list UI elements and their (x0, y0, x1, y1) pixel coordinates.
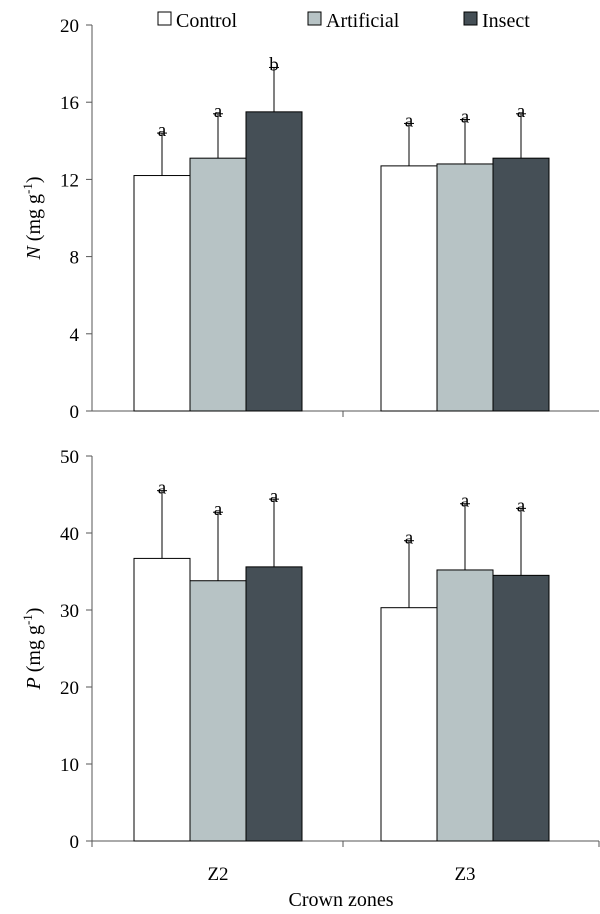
y-axis-title-unit-end: ) (23, 608, 45, 615)
bar-control-z2 (133, 175, 191, 412)
y-tick-label: 0 (70, 402, 80, 423)
significance-letter: a (214, 101, 223, 122)
y-tick-label: 0 (70, 832, 80, 853)
legend-label-control: Control (176, 10, 238, 32)
significance-letter: a (405, 528, 414, 549)
bar-control-z3 (380, 607, 438, 842)
y-tick-label: 16 (60, 93, 79, 114)
bar-artificial-z2 (189, 580, 247, 842)
legend: Control Artificial Insect (157, 10, 530, 32)
significance-letter: a (158, 478, 167, 499)
y-tick-label: 10 (60, 755, 79, 776)
y-axis-title-unit: (mg g (23, 625, 45, 677)
legend-swatch-artificial (307, 11, 322, 26)
y-axis-title-unit-end: ) (23, 176, 45, 183)
x-axis-title: Crown zones (289, 889, 394, 911)
bar-insect-z2 (245, 566, 303, 842)
significance-letter: a (270, 486, 279, 507)
significance-letter: a (214, 499, 223, 520)
bar-artificial-z3 (436, 569, 494, 842)
legend-swatch-insect (463, 11, 478, 26)
bar-insect-z2 (245, 111, 303, 412)
y-tick-label: 8 (70, 248, 80, 269)
legend-swatch-control (157, 11, 172, 26)
bar-artificial-z2 (189, 157, 247, 412)
x-tick-label-z2: Z2 (207, 864, 228, 885)
y-tick-label: 30 (60, 601, 79, 622)
y-axis-title: P (mg g-1) (20, 608, 45, 691)
bar-control-z2 (133, 557, 191, 842)
significance-letter: a (158, 120, 167, 141)
significance-letter: a (517, 101, 526, 122)
p-concentration-panel: 0 10 20 30 40 50 P (mg g-1) Z2 Z3 a a a a a a (20, 447, 600, 885)
bar-control-z3 (380, 165, 438, 412)
y-tick-label: 40 (60, 524, 79, 545)
significance-letter: a (405, 110, 414, 131)
y-axis-title-variable: P (23, 677, 45, 690)
legend-label-artificial: Artificial (326, 10, 400, 32)
y-axis-title-unit: (mg g (23, 194, 45, 246)
significance-letter: a (461, 107, 470, 128)
significance-letter: b (269, 54, 279, 75)
y-tick-label: 4 (70, 325, 80, 346)
y-axis-title-exponent: -1 (20, 614, 35, 625)
y-tick-label: 12 (60, 170, 79, 191)
bar-insect-z3 (492, 574, 550, 842)
y-axis-title-exponent: -1 (20, 183, 35, 194)
significance-letter: a (517, 495, 526, 516)
n-concentration-panel: 0 4 8 12 16 20 N (mg g-1) a a a a b a (20, 16, 599, 423)
y-axis-title: N (mg g-1) (20, 176, 45, 260)
legend-label-insect: Insect (482, 10, 530, 32)
x-tick-label-z3: Z3 (454, 864, 475, 885)
y-tick-label: 50 (60, 447, 79, 468)
y-axis-title-variable: N (23, 245, 45, 261)
y-tick-label: 20 (60, 678, 79, 699)
significance-letter: a (461, 491, 470, 512)
bar-insect-z3 (492, 157, 550, 412)
y-tick-label: 20 (60, 16, 79, 37)
bar-artificial-z3 (436, 163, 494, 412)
